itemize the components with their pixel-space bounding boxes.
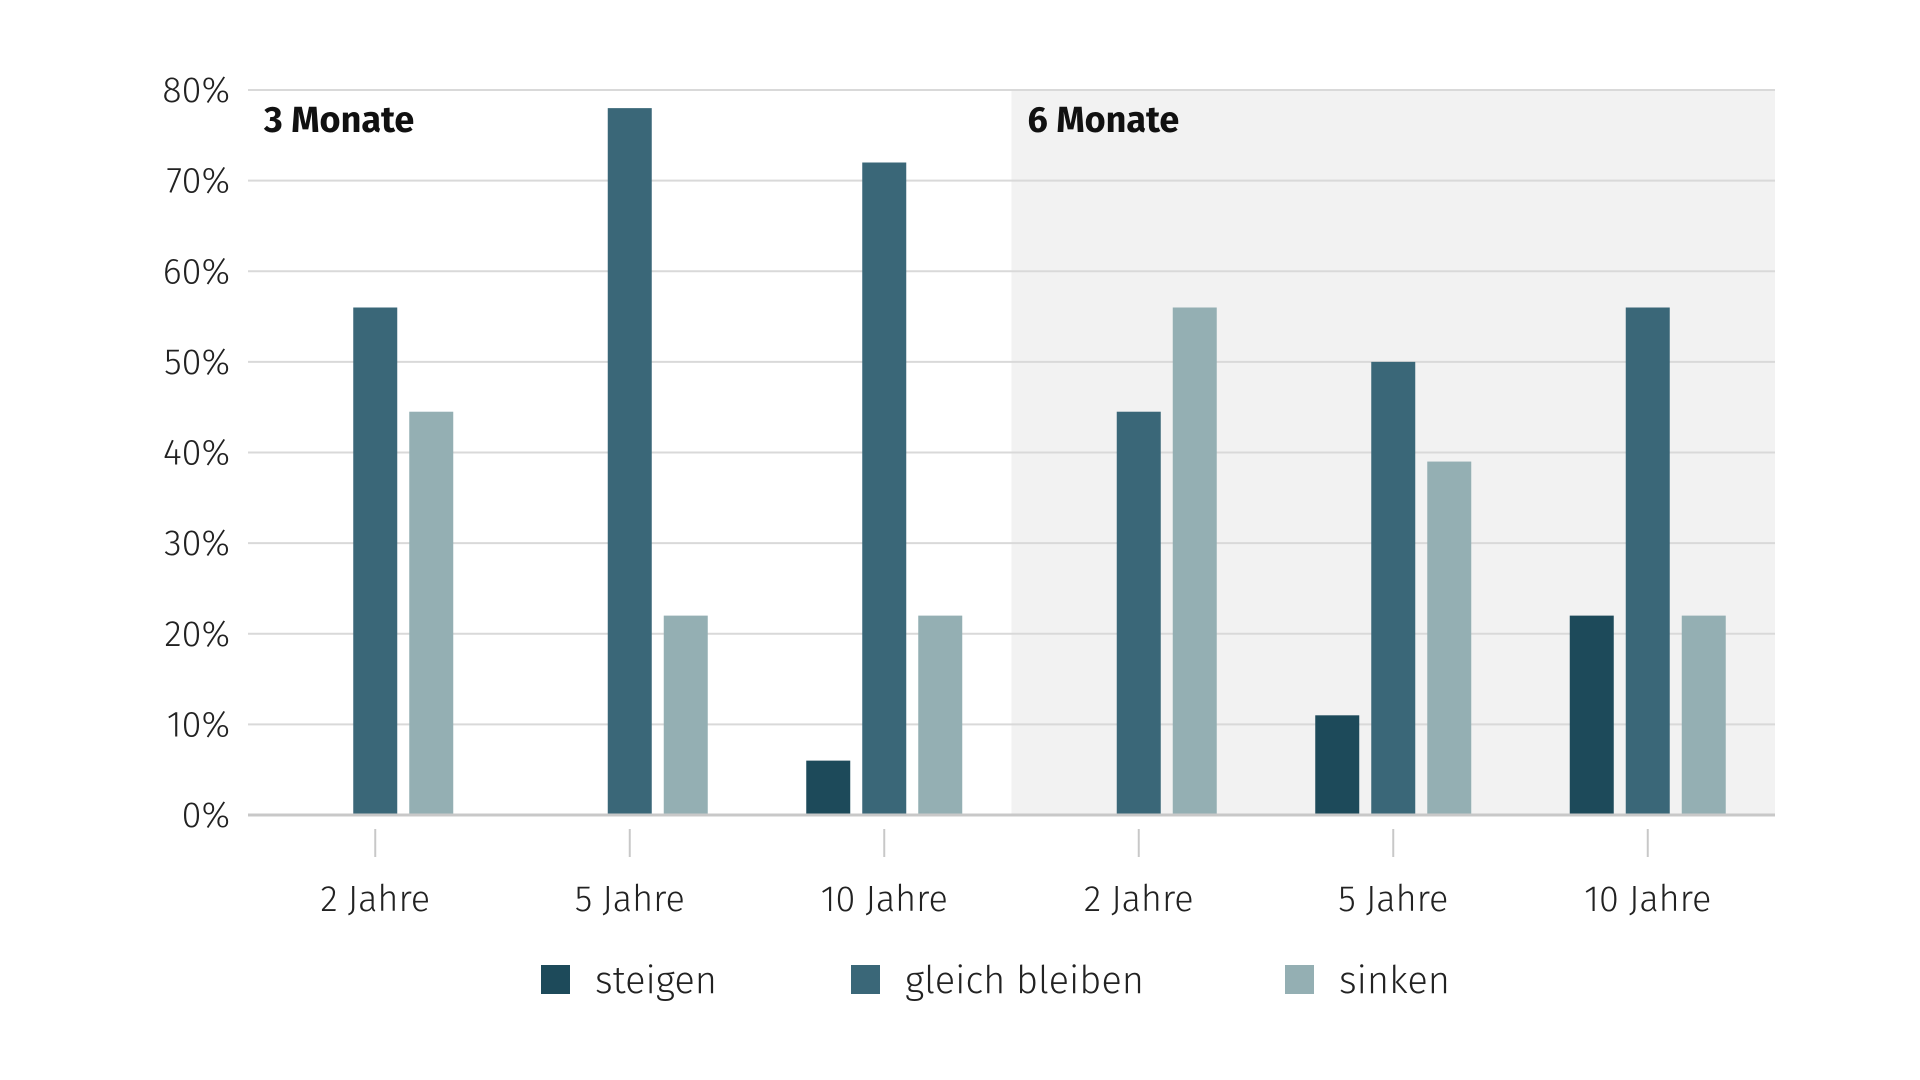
x-tick-label: 5 Jahre (1338, 877, 1448, 921)
legend-swatch (851, 965, 880, 994)
bars (353, 108, 1726, 815)
y-tick-label: 80% (162, 68, 230, 112)
bar-steigen (1315, 715, 1360, 815)
y-tick-label: 30% (164, 521, 230, 565)
x-axis (248, 813, 1775, 857)
bar-sinken (918, 615, 963, 815)
bar-steigen (806, 760, 851, 815)
bar-sinken (1427, 461, 1472, 815)
x-tick-label: 10 Jahre (1584, 877, 1711, 921)
bar-sinken (409, 411, 454, 815)
bar-gleich-bleiben (607, 108, 652, 815)
legend-swatch (1285, 965, 1314, 994)
bar-gleich-bleiben (353, 307, 398, 815)
y-tick-label: 40% (163, 431, 230, 475)
x-tick-label: 2 Jahre (320, 877, 430, 921)
y-tick-label: 70% (166, 159, 230, 203)
legend-item: gleich bleiben (851, 958, 1144, 1004)
bar-gleich-bleiben (862, 162, 907, 815)
legend-swatch (541, 965, 570, 994)
x-tick-label: 10 Jahre (821, 877, 948, 921)
y-tick-label: 10% (167, 702, 230, 746)
bar-gleich-bleiben (1116, 411, 1161, 815)
bar-steigen (1569, 615, 1614, 815)
y-axis-tick-labels: 0% 10% 20% 30% 40% 50% 60% 70% 80% (162, 68, 230, 837)
y-tick-label: 50% (164, 340, 230, 384)
gridlines (248, 89, 1775, 726)
y-tick-label: 60% (163, 249, 230, 293)
bar-sinken (1681, 615, 1726, 815)
legend-label: steigen (595, 958, 717, 1004)
legend-item: steigen (541, 958, 717, 1004)
bar-sinken (663, 615, 708, 815)
panel-label: 6 Monate (1028, 98, 1180, 142)
y-tick-label: 0% (182, 793, 230, 837)
x-tick-label: 2 Jahre (1084, 877, 1194, 921)
bar-gleich-bleiben (1371, 361, 1416, 815)
legend-item: sinken (1285, 958, 1450, 1004)
panel-labels: 3 Monate 6 Monate (263, 98, 1179, 142)
x-axis-tick-labels: 2 Jahre 5 Jahre 10 Jahre 2 Jahre 5 Jahre 10 J… (320, 877, 1711, 921)
x-tick-label: 5 Jahre (575, 877, 685, 921)
y-tick-label: 20% (164, 612, 230, 656)
panel-label: 3 Monate (263, 98, 414, 142)
legend-label: sinken (1339, 958, 1450, 1004)
legend-label: gleich bleiben (905, 958, 1144, 1004)
bar-sinken (1172, 307, 1217, 815)
legend: steigen gleich bleiben sinken (541, 958, 1450, 1004)
bar-gleich-bleiben (1625, 307, 1670, 815)
